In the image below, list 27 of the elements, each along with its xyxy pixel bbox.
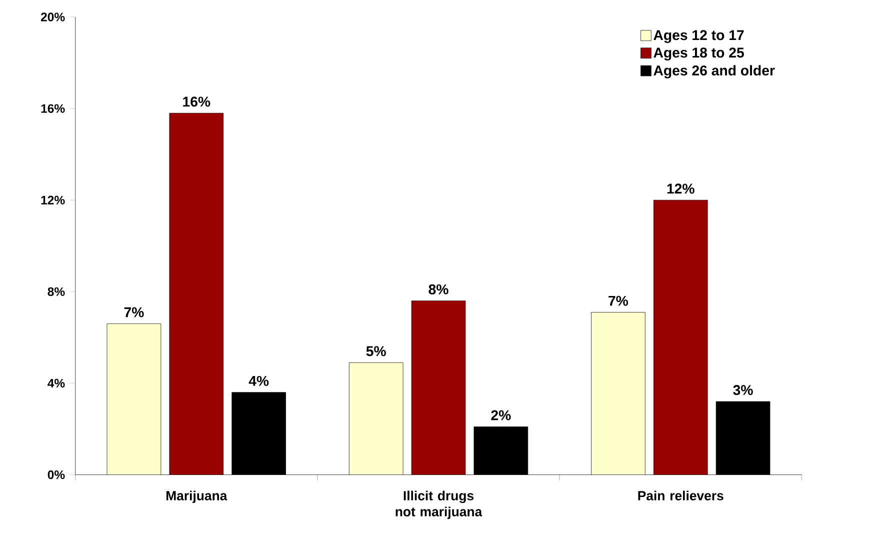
bar xyxy=(107,324,161,475)
data-label: 3% xyxy=(733,384,753,395)
bar xyxy=(349,362,404,475)
bar xyxy=(591,312,646,475)
y-tick-label: 12% xyxy=(41,196,65,204)
data-label: 2% xyxy=(491,410,511,420)
data-label: 7% xyxy=(608,296,628,306)
legend-label: Ages 26 and older xyxy=(654,65,775,78)
x-tick-label: Marijuana xyxy=(166,490,228,503)
data-label: 5% xyxy=(366,346,386,356)
data-label: 12% xyxy=(667,184,694,194)
y-tick-label: 4% xyxy=(48,378,65,388)
bar xyxy=(653,200,708,475)
legend-label: Ages 12 to 17 xyxy=(654,30,744,43)
x-tick-label: Illicit drugs not marijuana xyxy=(396,490,482,519)
y-tick-label: 0% xyxy=(48,470,65,480)
y-tick-label: 16% xyxy=(41,104,65,113)
legend-label: Ages 18 to 25 xyxy=(654,48,744,60)
y-tick-label: 8% xyxy=(48,287,65,296)
data-label: 4% xyxy=(248,376,269,386)
data-label: 7% xyxy=(124,307,144,318)
x-tick-label: Pain relievers xyxy=(638,490,724,500)
data-label: 16% xyxy=(183,96,210,107)
y-tick-label: 20% xyxy=(40,12,65,22)
bar xyxy=(412,300,466,475)
data-label: 8% xyxy=(428,284,448,294)
bar xyxy=(169,113,224,475)
